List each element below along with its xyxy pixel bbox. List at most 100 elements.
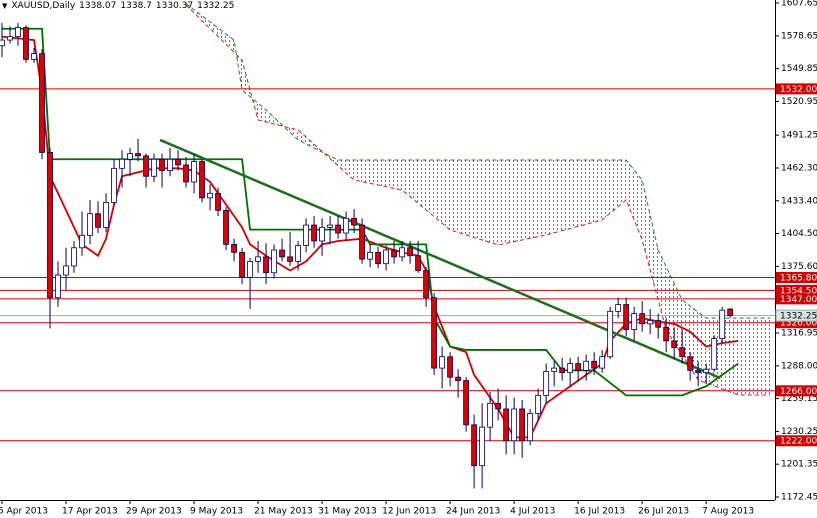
candle-body bbox=[127, 153, 133, 160]
candle-body bbox=[439, 356, 446, 369]
candle-body bbox=[199, 161, 205, 199]
plot-area bbox=[0, 3, 775, 489]
candle-body bbox=[647, 320, 654, 325]
candle-body bbox=[303, 224, 309, 246]
candle-body bbox=[415, 255, 422, 271]
y-tick-label: 1201.35 bbox=[781, 460, 817, 470]
candle-body bbox=[167, 158, 173, 172]
candle-body bbox=[143, 155, 149, 177]
candle-body bbox=[287, 256, 293, 262]
candle-body bbox=[559, 367, 566, 374]
y-tick-label: 1288.00 bbox=[781, 361, 817, 371]
candle-body bbox=[159, 158, 165, 172]
x-tick-label: 16 Jul 2013 bbox=[574, 507, 625, 517]
candle-body bbox=[703, 368, 710, 374]
candle-body bbox=[103, 201, 109, 228]
candle-body bbox=[255, 256, 261, 262]
candle-body bbox=[391, 249, 398, 258]
y-tick-label: 1172.45 bbox=[781, 492, 817, 502]
x-tick-label: 21 May 2013 bbox=[254, 507, 313, 517]
candle-body bbox=[463, 380, 470, 426]
level-label: 1365.80 bbox=[780, 274, 817, 284]
y-tick-label: 1578.65 bbox=[781, 31, 817, 41]
candle-body bbox=[543, 371, 550, 396]
price-label: 1332.25 bbox=[780, 312, 817, 322]
candle-body bbox=[367, 251, 373, 260]
candle-body bbox=[263, 256, 269, 274]
candle-body bbox=[711, 338, 718, 370]
candle-body bbox=[295, 245, 301, 262]
indicator-line bbox=[2, 27, 739, 397]
candle-body bbox=[383, 249, 389, 265]
level-label-box bbox=[776, 435, 817, 447]
header-arrow: ▼ bbox=[2, 2, 8, 10]
candle-body bbox=[111, 167, 117, 203]
candle-body bbox=[343, 217, 349, 234]
y-tick-label: 1230.25 bbox=[781, 427, 817, 437]
candle-body bbox=[639, 313, 646, 325]
candle-body bbox=[623, 304, 630, 330]
candle-body bbox=[151, 158, 157, 177]
candle-body bbox=[55, 274, 61, 299]
candle-body bbox=[431, 297, 438, 369]
candle-body bbox=[271, 249, 277, 274]
x-tick-label: 4 Jul 2013 bbox=[510, 507, 555, 517]
candle-body bbox=[527, 413, 534, 442]
candle-body bbox=[7, 36, 13, 41]
candle-body bbox=[487, 402, 494, 428]
level-label: 1532.00 bbox=[780, 85, 817, 95]
level-label-box bbox=[776, 284, 817, 296]
candle-body bbox=[671, 340, 678, 349]
candle-body bbox=[279, 249, 285, 258]
candle-body bbox=[687, 356, 694, 371]
y-tick-label: 1549.85 bbox=[781, 64, 817, 74]
candle-body bbox=[327, 224, 333, 228]
candle-body bbox=[71, 247, 77, 267]
candle-body bbox=[135, 153, 141, 157]
y-tick-label: 1462.30 bbox=[781, 163, 817, 173]
chart-title: XAUUSD,Daily bbox=[11, 1, 76, 11]
indicator-line bbox=[159, 138, 721, 380]
level-label-box bbox=[776, 385, 817, 397]
candle-body bbox=[655, 320, 662, 328]
candle-body bbox=[663, 326, 670, 342]
indicator-line bbox=[1, 35, 739, 439]
x-tick-label: 9 May 2013 bbox=[190, 507, 243, 517]
candle-body bbox=[319, 226, 325, 242]
level-label-box bbox=[776, 83, 817, 95]
candle-body bbox=[479, 426, 486, 467]
candle-body bbox=[247, 261, 253, 278]
candle-body bbox=[423, 270, 430, 299]
x-tick-label: 17 Apr 2013 bbox=[62, 507, 118, 517]
candle-body bbox=[335, 224, 341, 234]
cloud-edge bbox=[185, 3, 771, 319]
candle-body bbox=[407, 247, 414, 257]
candle-body bbox=[79, 234, 85, 249]
candle-body bbox=[607, 310, 614, 358]
level-label: 1222.00 bbox=[780, 437, 817, 447]
candle-body bbox=[631, 313, 638, 330]
candle-body bbox=[399, 247, 406, 258]
level-label: 1347.00 bbox=[780, 295, 817, 305]
candle-body bbox=[0, 39, 5, 47]
candle-body bbox=[39, 53, 45, 153]
candle-body bbox=[223, 209, 229, 245]
last-low: 1330.37 bbox=[155, 1, 194, 11]
candle-body bbox=[375, 251, 381, 265]
last-open: 1338.07 bbox=[79, 1, 117, 11]
candle-body bbox=[359, 224, 365, 260]
price-label-box bbox=[775, 309, 817, 322]
candle-body bbox=[183, 164, 189, 183]
candle-body bbox=[215, 192, 221, 211]
cloud-fill bbox=[186, 3, 771, 396]
y-tick-label: 1520.95 bbox=[781, 97, 817, 107]
candle-body bbox=[695, 369, 702, 374]
candle-body bbox=[719, 309, 726, 339]
candle-body bbox=[351, 217, 357, 226]
candle-body bbox=[511, 408, 518, 442]
level-label-box bbox=[776, 272, 817, 284]
candle-body bbox=[575, 363, 582, 371]
level-label: 1354.50 bbox=[780, 286, 817, 296]
